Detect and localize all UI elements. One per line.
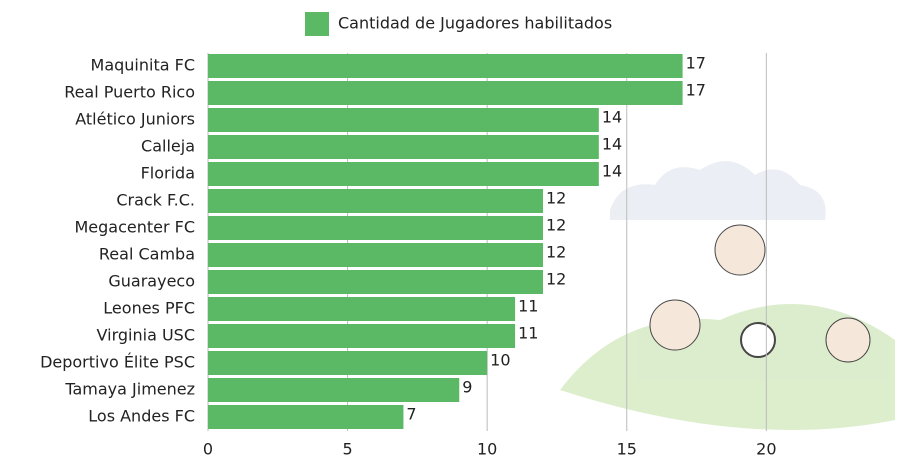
data-label: 12 bbox=[546, 216, 566, 235]
y-tick-label: Florida bbox=[141, 164, 195, 183]
data-label: 11 bbox=[518, 324, 538, 343]
data-label: 12 bbox=[546, 243, 566, 262]
legend-swatch bbox=[305, 12, 329, 36]
y-tick-label: Tamaya Jimenez bbox=[64, 380, 195, 399]
cloud bbox=[610, 161, 826, 220]
bar bbox=[208, 135, 599, 159]
y-tick-label: Real Puerto Rico bbox=[64, 83, 195, 102]
data-label: 14 bbox=[602, 108, 622, 127]
x-tick-label: 5 bbox=[342, 440, 352, 459]
data-label: 17 bbox=[686, 81, 706, 100]
player bbox=[826, 318, 870, 362]
bar bbox=[208, 108, 599, 132]
y-tick-label: Deportivo Élite PSC bbox=[40, 353, 195, 372]
player bbox=[650, 300, 700, 350]
chart: Cantidad de Jugadores habilitados 0 5 10 15… bbox=[0, 0, 899, 459]
y-tick-label: Virginia USC bbox=[97, 326, 195, 345]
bar bbox=[208, 351, 487, 375]
bar bbox=[208, 270, 543, 294]
bar bbox=[208, 297, 515, 321]
data-label: 14 bbox=[602, 135, 622, 154]
x-tick-label: 20 bbox=[756, 440, 776, 459]
y-tick-label: Maquinita FC bbox=[91, 56, 195, 75]
bar bbox=[208, 378, 459, 402]
y-tick-label: Megacenter FC bbox=[74, 218, 195, 237]
bar bbox=[208, 162, 599, 186]
data-label: 12 bbox=[546, 270, 566, 289]
ball bbox=[741, 323, 775, 357]
decorative-illustration bbox=[560, 161, 895, 430]
data-label: 17 bbox=[686, 54, 706, 73]
y-tick-label: Crack F.C. bbox=[116, 191, 195, 210]
data-label: 14 bbox=[602, 162, 622, 181]
y-tick-label: Guarayeco bbox=[108, 272, 195, 291]
bar bbox=[208, 81, 683, 105]
y-tick-label: Real Camba bbox=[99, 245, 195, 264]
y-tick-label: Los Andes FC bbox=[88, 407, 195, 426]
bar bbox=[208, 405, 403, 429]
data-label: 12 bbox=[546, 189, 566, 208]
bar bbox=[208, 216, 543, 240]
data-label: 11 bbox=[518, 297, 538, 316]
bar bbox=[208, 54, 683, 78]
bar bbox=[208, 189, 543, 213]
x-tick-label: 10 bbox=[477, 440, 497, 459]
data-label: 9 bbox=[462, 378, 472, 397]
x-tick-label: 0 bbox=[203, 440, 213, 459]
y-tick-label: Calleja bbox=[141, 137, 195, 156]
bar bbox=[208, 324, 515, 348]
y-tick-label: Leones PFC bbox=[103, 299, 195, 318]
data-label: 10 bbox=[490, 351, 510, 370]
x-tick-label: 15 bbox=[617, 440, 637, 459]
player bbox=[715, 225, 765, 275]
y-tick-label: Atlético Juniors bbox=[75, 110, 195, 129]
data-label: 7 bbox=[406, 405, 416, 424]
legend-label: Cantidad de Jugadores habilitados bbox=[338, 14, 612, 33]
bar bbox=[208, 243, 543, 267]
